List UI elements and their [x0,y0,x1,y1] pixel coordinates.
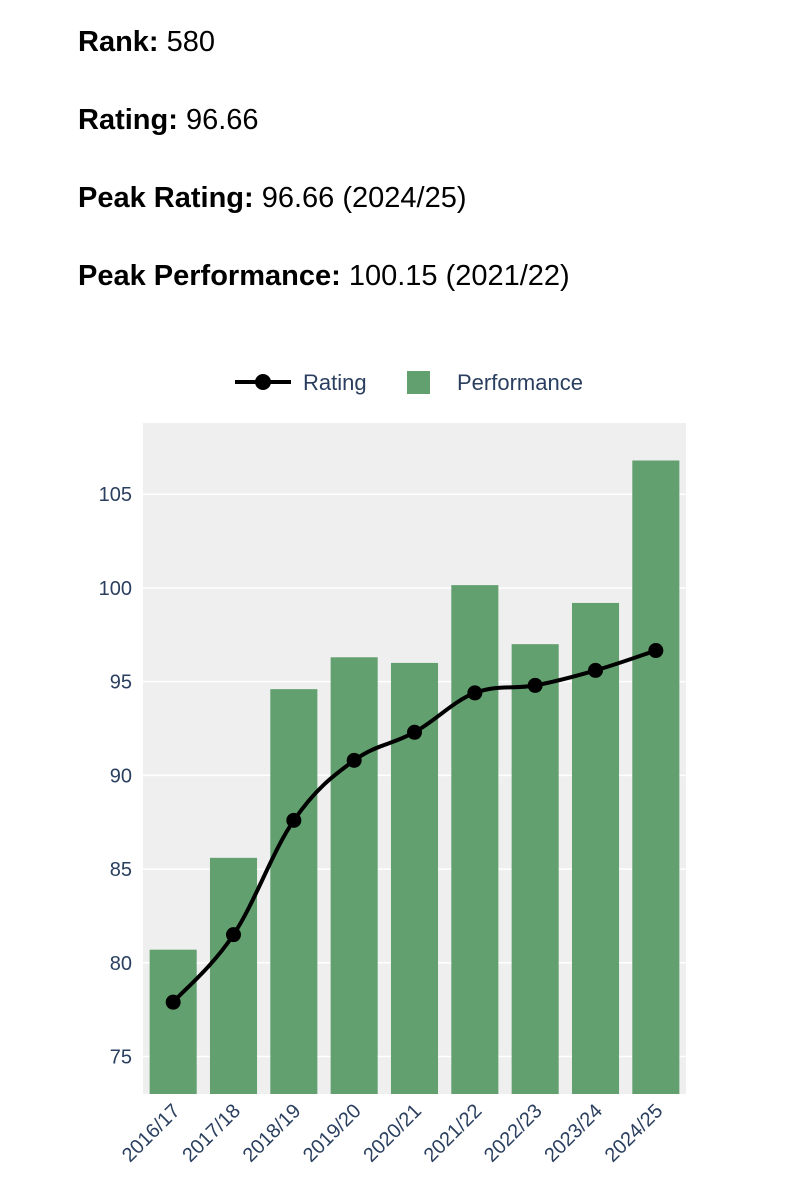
x-tick-label: 2019/20 [299,1100,366,1167]
y-tick-label: 105 [99,484,132,506]
y-tick-label: 75 [110,1047,132,1069]
performance-bar-2017/18 [209,857,258,1094]
legend-rating-label[interactable]: Rating [303,370,367,395]
peak-performance-value: 100.15 (2021/22) [348,260,570,292]
legend-rating-marker-icon [255,374,271,390]
y-tick-label: 90 [110,765,132,787]
rating-stat: Rating: 96.66 [78,103,259,137]
peak-rating-value: 96.66 (2024/25) [261,182,467,214]
legend-performance-label[interactable]: Performance [457,370,583,395]
x-tick-label: 2018/19 [239,1100,306,1167]
x-tick-label: 2017/18 [178,1100,245,1167]
chart-legend[interactable]: Rating Performance [235,370,583,395]
legend-performance-swatch-icon [407,371,430,394]
peak-rating-stat: Peak Rating: 96.66 (2024/25) [78,181,467,215]
performance-bar-2016/17 [149,949,197,1094]
y-tick-label: 85 [110,859,132,881]
performance-bar-2024/25 [632,460,680,1094]
x-tick-label: 2016/17 [118,1100,185,1167]
rating-point-2018/19 [286,812,302,828]
performance-bar-2018/19 [270,689,318,1094]
rating-label: Rating: [78,104,178,136]
x-axis: 2016/172017/182018/192019/202020/212021/… [118,1100,667,1167]
rating-point-2020/21 [407,724,422,740]
rating-point-2016/17 [165,994,181,1010]
rating-point-2019/20 [346,752,362,768]
peak-performance-label: Peak Performance: [78,260,341,292]
rating-point-2022/23 [527,677,543,693]
performance-bars [149,460,680,1094]
rank-stat: Rank: 580 [78,25,215,59]
x-tick-label: 2020/21 [359,1100,426,1167]
performance-bar-2021/22 [451,585,499,1094]
rank-value: 580 [166,26,216,58]
x-tick-label: 2021/22 [420,1100,487,1167]
rating-point-2021/22 [467,685,483,701]
x-tick-label: 2024/25 [601,1100,668,1167]
rating-point-2023/24 [588,662,603,678]
x-tick-label: 2023/24 [540,1100,607,1167]
rating-value: 96.66 [185,104,259,136]
rating-series-line [171,648,657,1004]
rating-point-2024/25 [648,643,664,659]
y-tick-label: 95 [110,672,132,694]
x-tick-label: 2022/23 [480,1100,547,1167]
y-axis: 75 80 85 90 95 100 105 [99,484,132,1068]
performance-bar-2023/24 [571,602,620,1094]
y-tick-label: 80 [110,953,132,975]
peak-rating-label: Peak Rating: [78,182,254,214]
peak-performance-stat: Peak Performance: 100.15 (2021/22) [78,259,570,293]
rating-line [165,643,664,1010]
rank-label: Rank: [78,26,159,58]
performance-bar-2019/20 [330,657,378,1094]
y-tick-label: 100 [99,578,132,600]
performance-bar-2022/23 [511,644,559,1094]
rating-point-2017/18 [226,927,241,943]
